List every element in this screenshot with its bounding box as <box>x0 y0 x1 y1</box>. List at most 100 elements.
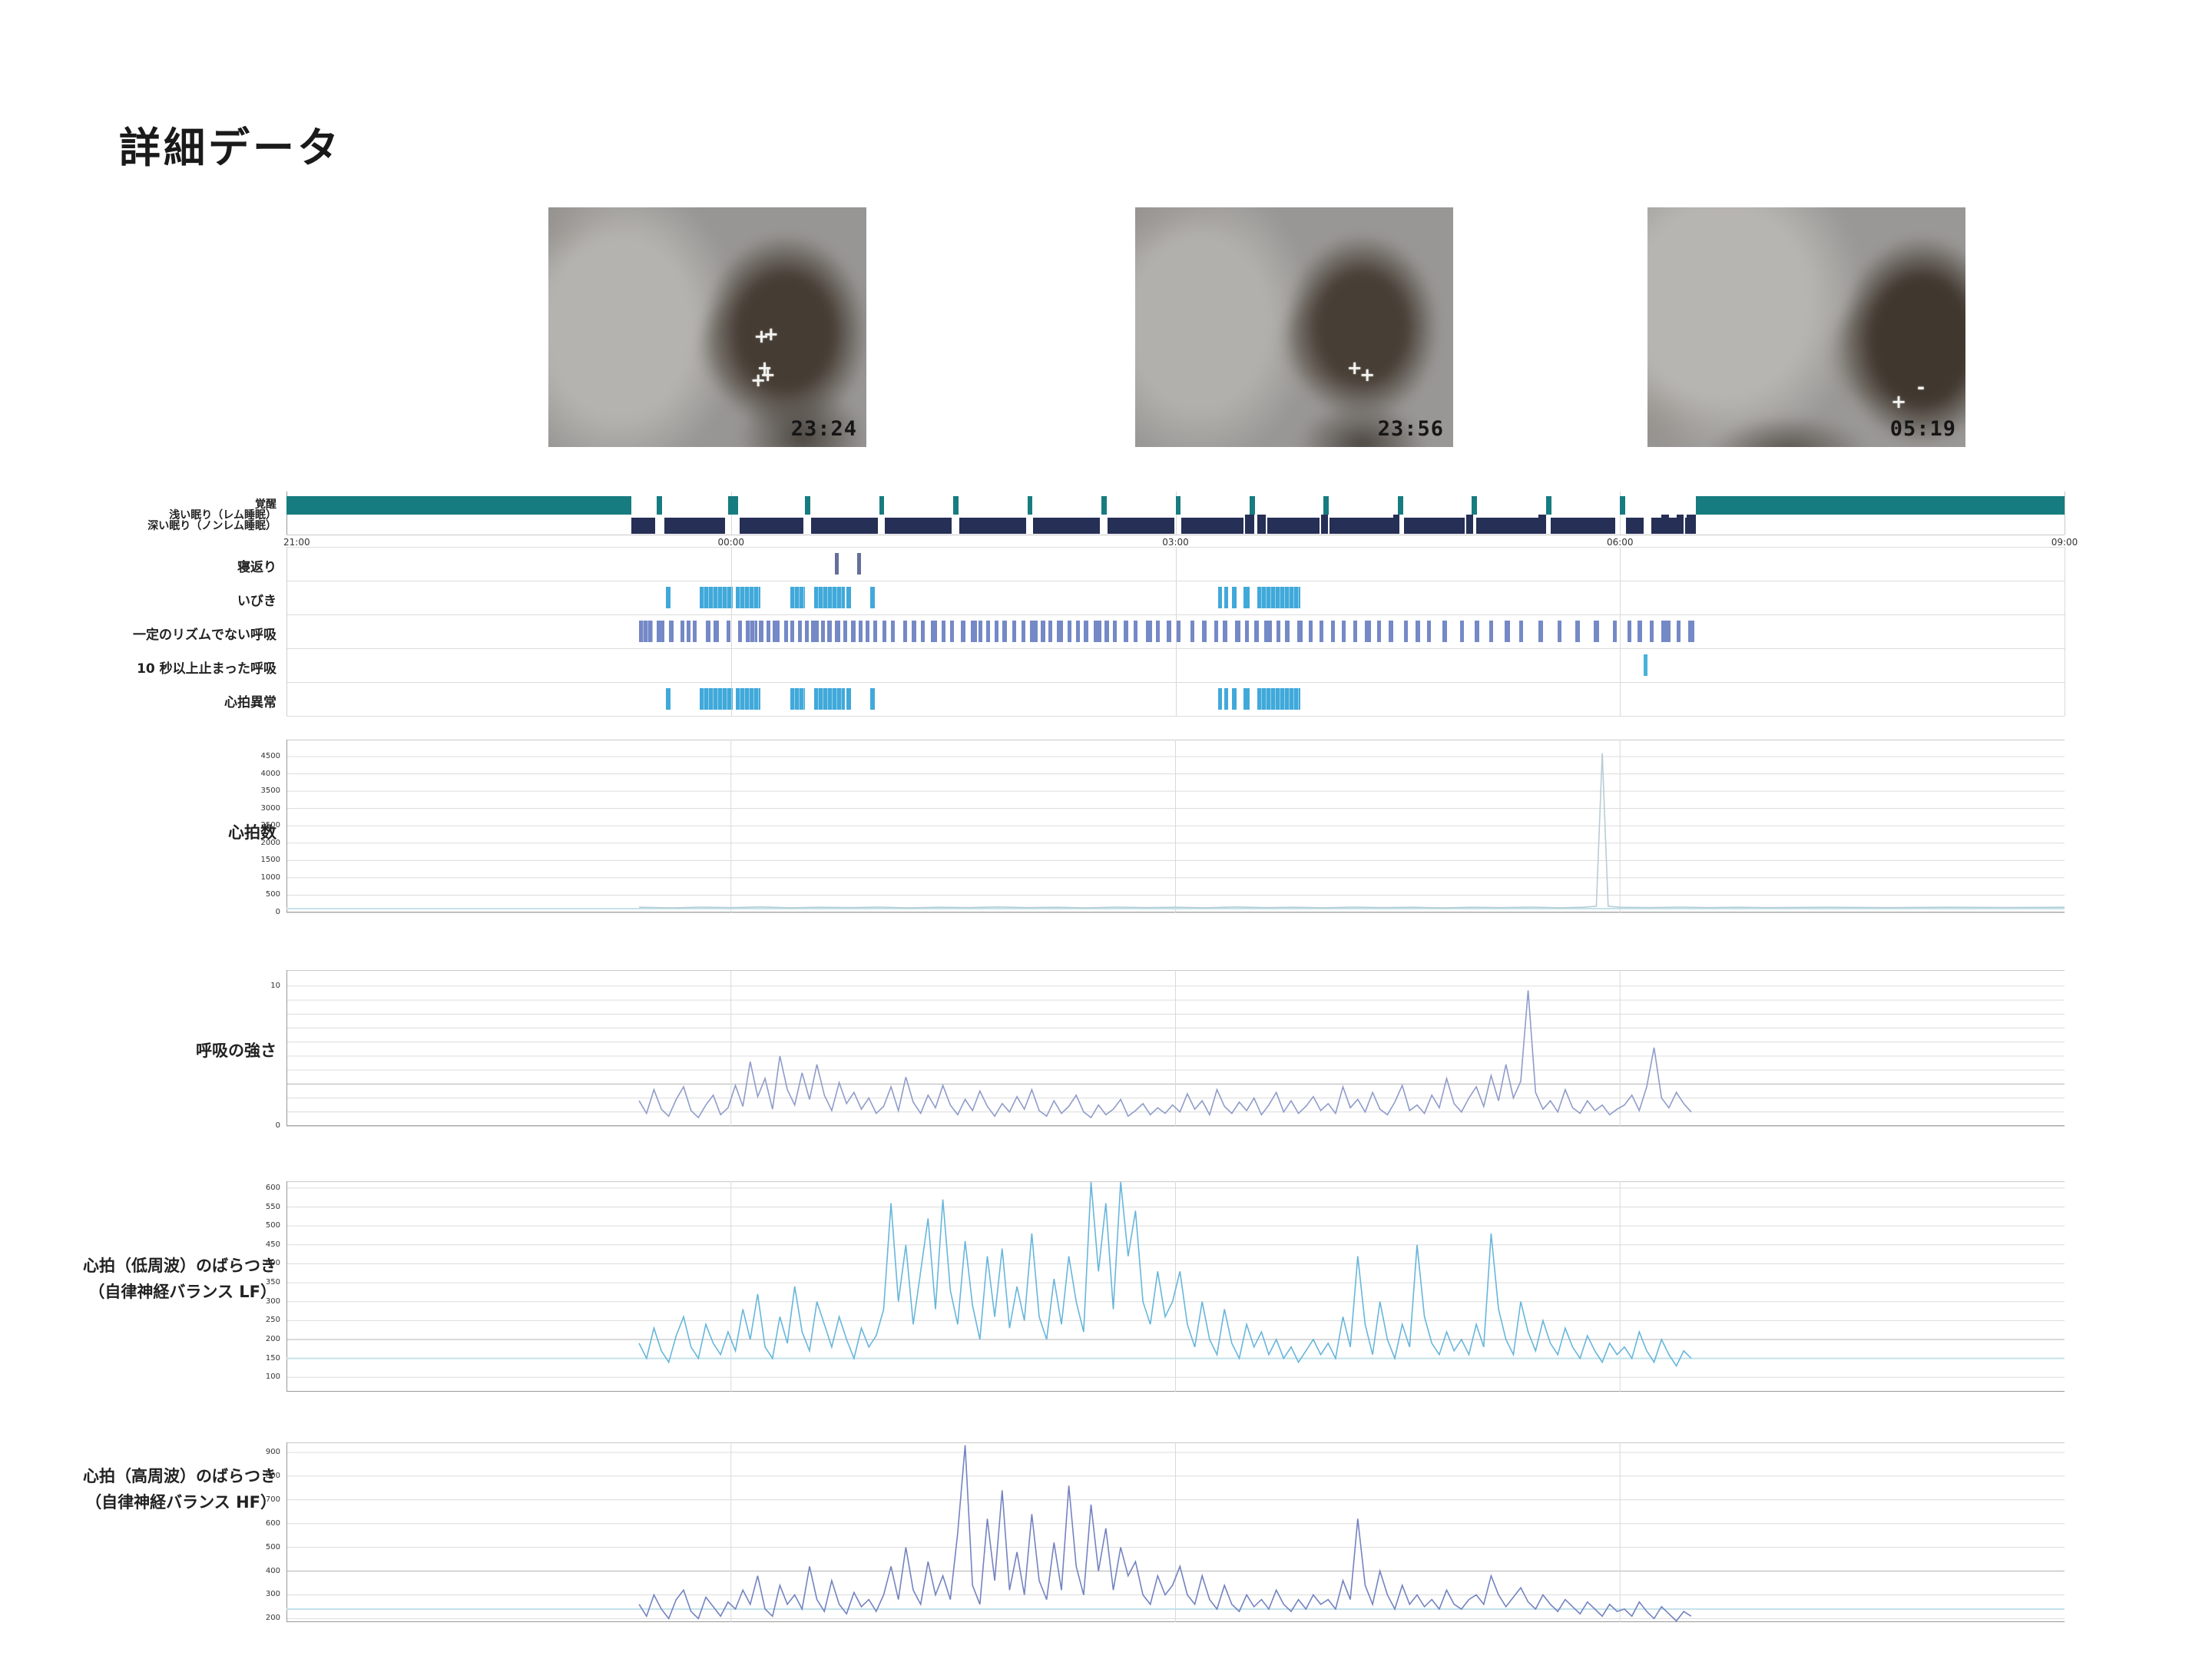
y-axis-tick-label: 450 <box>265 1240 280 1249</box>
event-mark-irregular-breath <box>784 621 789 642</box>
event-mark-irregular-breath <box>1676 621 1681 642</box>
event-mark-irregular-breath <box>705 621 710 642</box>
label-light-sleep: 浅い眠り（レム睡眠） <box>169 509 276 522</box>
event-mark-irregular-breath <box>985 621 991 642</box>
sleep-stage-bar-deep <box>1550 518 1616 534</box>
y-axis-tick-label: 0 <box>275 908 280 916</box>
event-mark-irregular-breath <box>1593 621 1600 642</box>
event-mark-irregular-breath <box>1416 621 1420 642</box>
event-mark-irregular-breath <box>950 621 955 642</box>
event-mark-irregular-breath <box>1202 621 1207 642</box>
gridline-vertical <box>1175 648 1177 682</box>
sleep-stage-blip-wake <box>1101 496 1107 515</box>
gridline-vertical <box>286 581 287 614</box>
infrared-sleep-image <box>548 207 866 447</box>
gridline-vertical <box>1175 614 1177 648</box>
event-mark-irregular-breath <box>941 621 945 642</box>
event-mark-irregular-breath <box>1223 621 1227 642</box>
event-mark-irregular-breath <box>726 621 730 642</box>
heart-rate-chart <box>286 740 2065 913</box>
event-mark-snore <box>790 587 806 608</box>
y-axis-tick-label: 100 <box>265 1373 280 1382</box>
y-axis-tick-label: 500 <box>265 1542 280 1551</box>
event-mark-snore <box>813 587 846 608</box>
event-mark-irregular-breath <box>1030 621 1038 642</box>
event-mark-irregular-breath <box>805 621 810 642</box>
event-mark-snore <box>846 587 851 608</box>
sleep-stage-blip-wake <box>1472 496 1478 515</box>
event-mark-irregular-breath <box>1166 621 1171 642</box>
crosshair-marker-icon: + <box>763 323 779 346</box>
breath-strength-waveform <box>638 990 1692 1119</box>
page-title: 詳細データ <box>119 124 342 172</box>
time-tick-label: 03:00 <box>1162 537 1189 548</box>
photo-timestamp: 05:19 <box>1889 417 1956 441</box>
event-mark-irregular-breath <box>1637 621 1643 642</box>
sleep-stage-bar-light <box>1257 515 1267 534</box>
event-mark-irregular-breath <box>1365 621 1372 642</box>
crosshair-marker-icon: - <box>1917 376 1926 398</box>
sleep-stage-bar-deep <box>740 518 804 534</box>
event-mark-irregular-breath <box>713 621 720 642</box>
sleep-stage-bar-wake <box>1695 496 2065 515</box>
event-mark-irregular-breath <box>1475 621 1479 642</box>
event-mark-irregular-breath <box>1021 621 1025 642</box>
time-tick-label: 09:00 <box>2051 537 2078 548</box>
label-snore: いびき <box>237 594 276 609</box>
label-heart-rate: 心拍数 <box>228 823 276 842</box>
event-mark-irregular-breath <box>1309 621 1313 642</box>
event-mark-irregular-breath <box>1048 621 1052 642</box>
event-mark-irregular-breath <box>931 621 937 642</box>
photo-timestamp: 23:56 <box>1377 417 1444 441</box>
sleep-stage-blip-wake <box>1249 496 1255 515</box>
event-mark-irregular-breath <box>1331 621 1336 642</box>
event-mark-irregular-breath <box>1123 621 1128 642</box>
sleep-stage-bar-deep <box>810 518 878 534</box>
event-mark-turnover <box>856 553 861 575</box>
event-mark-irregular-breath <box>873 621 877 642</box>
y-axis-tick-label: 0 <box>275 1121 280 1130</box>
sleep-stage-blip-wake <box>1175 496 1181 515</box>
event-mark-heart-abnormal <box>735 688 761 710</box>
gridline-vertical <box>1620 648 1621 682</box>
y-axis-tick-label: 2000 <box>260 838 280 847</box>
crosshair-marker-icon: + <box>1359 364 1376 386</box>
event-mark-irregular-breath <box>1134 621 1138 642</box>
sleep-stage-bar-light <box>1245 515 1254 534</box>
event-mark-irregular-breath <box>1190 621 1194 642</box>
event-mark-irregular-breath <box>1489 621 1494 642</box>
gridline-vertical <box>1175 682 1177 716</box>
y-axis-tick-label: 4000 <box>260 769 280 778</box>
event-mark-irregular-breath <box>1627 621 1631 642</box>
event-mark-irregular-breath <box>1459 621 1464 642</box>
sleep-stage-blip-wake <box>805 496 810 515</box>
event-mark-irregular-breath <box>1083 621 1088 642</box>
event-mark-irregular-breath <box>1285 621 1290 642</box>
sleep-stage-bar-light <box>1465 515 1474 534</box>
event-mark-irregular-breath <box>891 621 896 642</box>
event-mark-heart-abnormal <box>1231 688 1237 710</box>
sleep-stage-bar-deep <box>1403 518 1465 534</box>
label-hf-line2: （自律神経バランス HF） <box>85 1493 276 1512</box>
event-mark-irregular-breath <box>1234 621 1241 642</box>
infrared-sleep-image <box>1135 207 1453 447</box>
y-axis-tick-label: 300 <box>265 1590 280 1599</box>
event-mark-irregular-breath <box>1094 621 1102 642</box>
event-mark-irregular-breath <box>1389 621 1394 642</box>
gridline-vertical <box>1620 682 1621 716</box>
event-mark-snore <box>1231 587 1237 608</box>
y-axis-tick-label: 500 <box>265 890 280 899</box>
event-mark-irregular-breath <box>692 621 697 642</box>
event-mark-irregular-breath <box>1012 621 1017 642</box>
event-mark-irregular-breath <box>767 621 771 642</box>
heart-rate-waveform <box>639 753 2065 909</box>
event-mark-turnover <box>834 553 839 575</box>
gridline-vertical <box>1175 547 1177 581</box>
event-mark-irregular-breath <box>1076 621 1081 642</box>
event-mark-irregular-breath <box>1113 621 1118 642</box>
event-mark-irregular-breath <box>1296 621 1303 642</box>
event-mark-irregular-breath <box>1002 621 1007 642</box>
event-mark-irregular-breath <box>790 621 794 642</box>
gridline-vertical <box>730 648 732 682</box>
